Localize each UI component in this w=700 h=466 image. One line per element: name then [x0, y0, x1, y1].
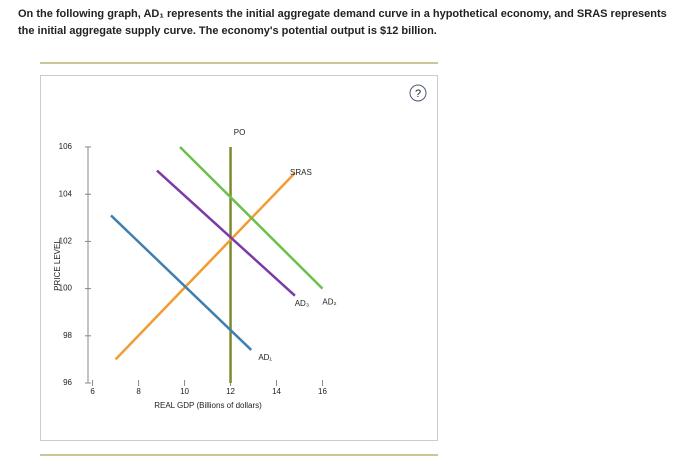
y-axis-title: PRICE LEVEL [53, 239, 62, 291]
series-label: AD₂ [322, 298, 336, 307]
series-label: AD₁ [258, 353, 272, 362]
x-tick-label: 6 [90, 387, 95, 396]
question-text: On the following graph, AD₁ represents t… [18, 8, 667, 37]
x-tick-label: 14 [272, 387, 281, 396]
y-tick-label: 98 [63, 331, 72, 340]
y-tick-label: 100 [59, 284, 73, 293]
line [114, 172, 296, 361]
help-button[interactable] [409, 84, 427, 102]
x-tick-label: 12 [226, 387, 235, 396]
series-label: AD₃ [295, 299, 309, 308]
panel [40, 75, 438, 441]
y-tick-label: 96 [63, 378, 72, 387]
x-axis-title: REAL GDP (Billions of dollars) [154, 401, 262, 410]
x-tick-label: 8 [136, 387, 141, 396]
line [179, 146, 324, 290]
x-tick-label: 16 [318, 387, 327, 396]
help-icon[interactable]: ? [415, 88, 421, 100]
line [110, 214, 253, 351]
series-label: PO [234, 128, 246, 137]
y-tick-label: 104 [59, 189, 73, 198]
y-tick-label: 102 [59, 237, 73, 246]
y-tick-label: 106 [59, 142, 73, 151]
x-tick-label: 10 [180, 387, 189, 396]
line [156, 169, 296, 297]
series-label: SRAS [290, 168, 312, 177]
